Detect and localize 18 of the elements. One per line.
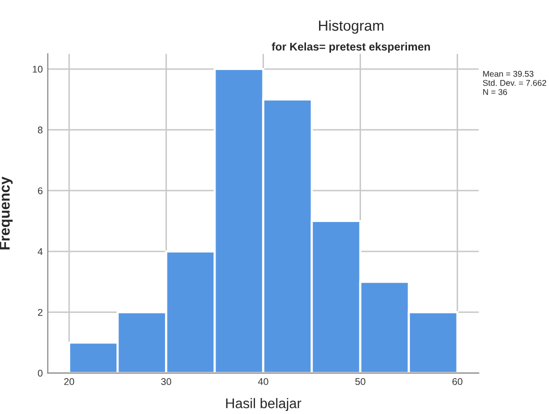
x-axis-title: Hasil belajar xyxy=(226,398,302,411)
y-tick-label: 2 xyxy=(38,308,42,316)
x-tick-label: 50 xyxy=(355,378,366,386)
chart-title: Histogram xyxy=(319,20,384,34)
y-tick-label: 6 xyxy=(38,187,42,194)
y-tick-label: 10 xyxy=(32,66,43,73)
text: Std. Dev. = 7.662 xyxy=(482,80,546,86)
x-tick-label: 30 xyxy=(161,378,172,386)
x-tick-label: 40 xyxy=(258,378,268,386)
text: N = 36 xyxy=(483,89,507,95)
x-tick-label: 60 xyxy=(452,378,462,386)
text: Mean = 39.53 xyxy=(483,70,534,77)
y-tick-label: 4 xyxy=(38,248,43,255)
y-tick-label: 8 xyxy=(38,126,42,134)
y-axis-title: Frequency xyxy=(0,176,13,250)
chart-subtitle: for Kelas= pretest eksperimen xyxy=(272,42,430,53)
x-tick-label: 20 xyxy=(64,378,74,386)
y-tick-label: 0 xyxy=(38,370,43,377)
